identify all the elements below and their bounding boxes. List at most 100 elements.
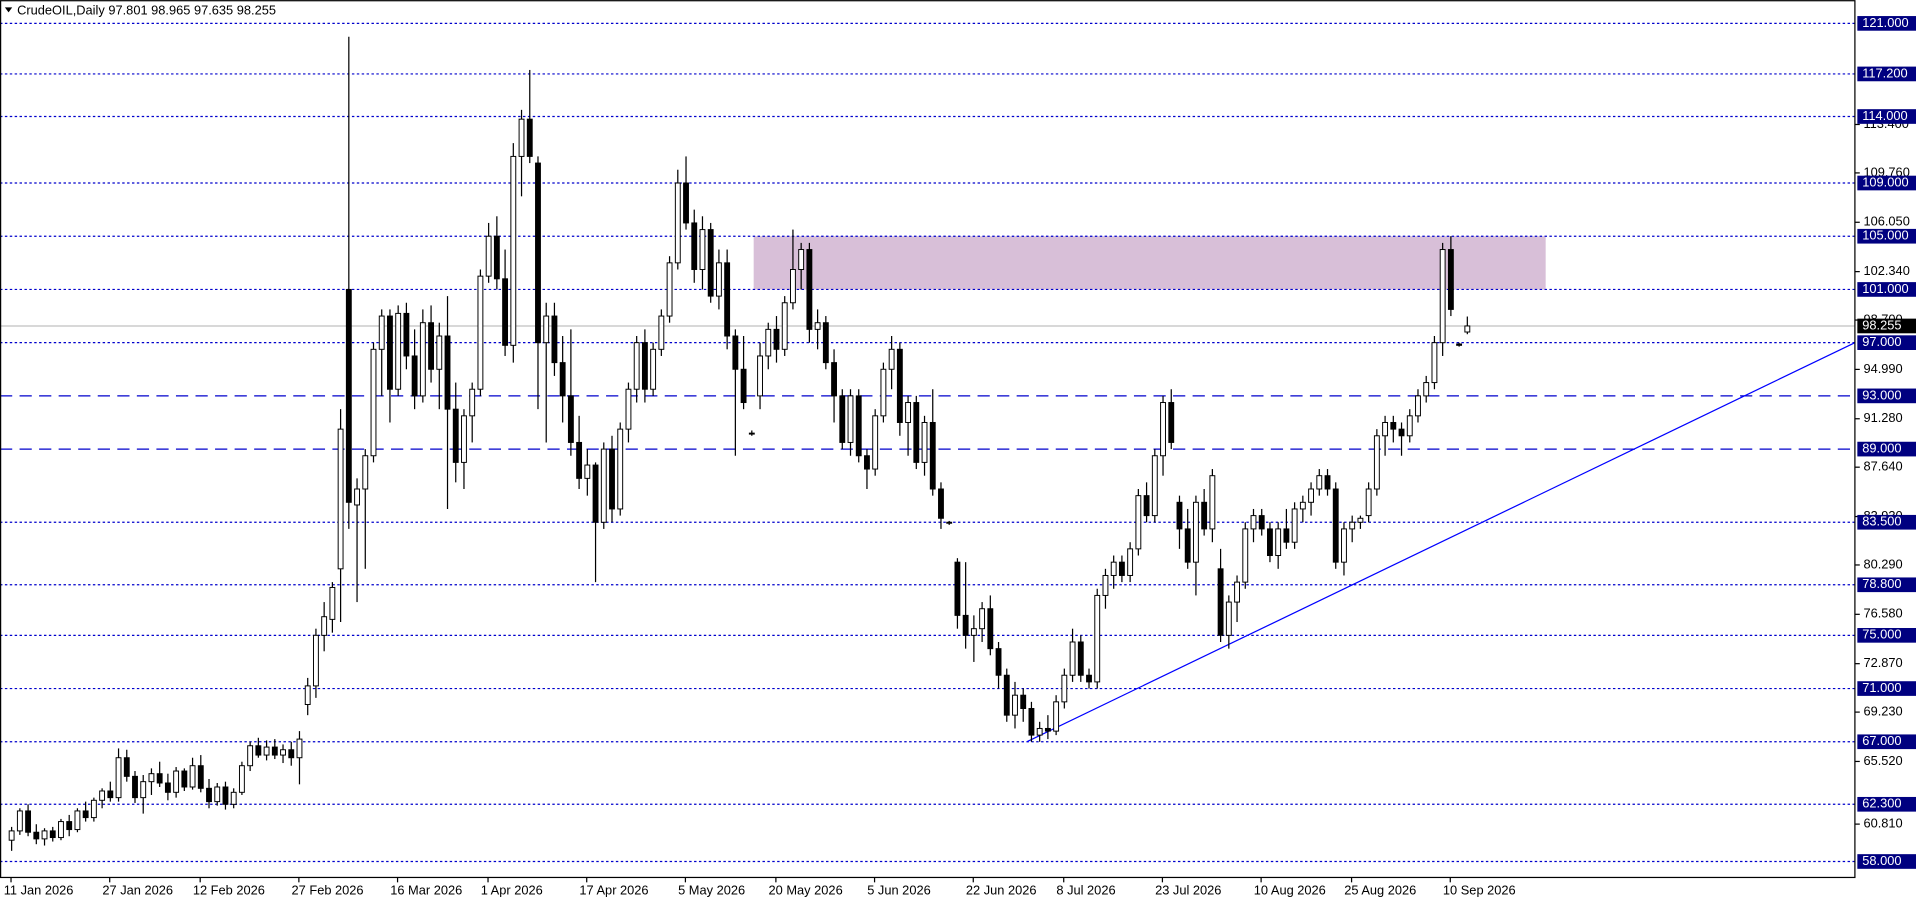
y-tick-label: 94.990: [1863, 361, 1902, 376]
candle-body: [1102, 574, 1109, 596]
candle-body: [16, 810, 23, 832]
candle-body: [288, 749, 295, 759]
candle-body: [493, 235, 500, 280]
candle-body: [1447, 249, 1454, 310]
candle-body: [1020, 694, 1027, 709]
candle-body: [1160, 402, 1166, 457]
candle-body: [263, 746, 270, 756]
candle-body: [1143, 495, 1150, 517]
candle-body: [798, 249, 805, 270]
candle-body: [1012, 694, 1018, 716]
candle-body: [255, 745, 262, 756]
current-price-label: 98.255: [1862, 317, 1901, 332]
y-tick-label: 76.580: [1863, 606, 1902, 621]
level-label-box: [1857, 282, 1916, 297]
candle-body: [1423, 382, 1430, 397]
candle-body: [1357, 517, 1364, 523]
y-tick-label: 72.870: [1863, 655, 1902, 670]
x-tick-label: 27 Jan 2026: [102, 882, 173, 897]
x-tick-label: 23 Jul 2026: [1155, 882, 1221, 897]
x-tick-label: 8 Jul 2026: [1056, 882, 1115, 897]
candle-body: [518, 118, 525, 157]
candle-body: [132, 775, 138, 799]
level-label: 71.000: [1862, 680, 1901, 695]
candle-body: [559, 362, 566, 397]
level-label-box: [1857, 854, 1916, 869]
title-arrow: [4, 7, 13, 13]
candle-body: [452, 408, 459, 463]
candle-body: [49, 830, 56, 839]
candle-body: [954, 561, 961, 616]
candle-body: [510, 155, 517, 346]
candle-body: [1061, 674, 1068, 703]
candle-body: [337, 428, 344, 570]
candle-body: [576, 441, 583, 479]
level-label: 114.000: [1862, 108, 1907, 123]
candle-body: [1184, 528, 1191, 563]
candle-body: [1365, 488, 1372, 517]
candle-body: [625, 388, 632, 430]
candle-body: [74, 810, 81, 831]
candle-body: [699, 229, 706, 270]
candle-body: [378, 315, 385, 350]
candle-body: [477, 275, 484, 390]
level-label-box: [1857, 514, 1916, 530]
candle-body: [107, 790, 114, 799]
candle-body: [1225, 601, 1232, 636]
candle-body: [1094, 594, 1101, 683]
current-price-box: [1857, 318, 1916, 334]
candle-body: [197, 765, 204, 789]
candle-body: [543, 315, 550, 344]
candle-body: [929, 421, 936, 490]
candle-body: [724, 262, 731, 337]
candle-body: [674, 182, 681, 264]
candle-body: [732, 335, 739, 370]
candle-body: [658, 315, 665, 350]
y-tick-label: 65.520: [1863, 753, 1902, 768]
candle-body: [58, 821, 64, 839]
candle-body: [1283, 528, 1290, 543]
y-tick-label: 80.290: [1863, 556, 1902, 571]
candle-body: [707, 229, 714, 297]
candle-body: [1258, 515, 1265, 530]
candle-body: [362, 455, 369, 490]
candle-body: [1464, 325, 1471, 333]
candle-body: [485, 235, 492, 277]
candle-body: [66, 821, 73, 831]
candle-body: [1086, 674, 1092, 683]
candle-body: [1291, 508, 1298, 543]
candle-body: [1382, 421, 1389, 437]
candle-body: [1003, 674, 1010, 716]
candle-body: [535, 162, 541, 344]
candle-body: [600, 448, 607, 523]
candle-body: [181, 770, 188, 788]
candle-body: [1332, 488, 1339, 563]
candle-body: [1127, 548, 1134, 576]
zone: [753, 236, 1546, 290]
candle-body: [304, 685, 311, 706]
candle-body: [864, 455, 870, 470]
candle-body: [683, 182, 689, 224]
candle-body: [995, 648, 1002, 676]
candle-body: [419, 322, 426, 397]
level-label: 78.800: [1862, 576, 1901, 591]
candle-body: [1036, 727, 1043, 736]
candle-body: [115, 757, 122, 799]
candle-body: [370, 348, 377, 457]
level-label: 62.300: [1862, 796, 1901, 811]
x-tick-label: 11 Jan 2026: [4, 882, 74, 897]
level-label-box: [1857, 681, 1916, 696]
candle-body: [123, 757, 130, 777]
candle-body: [8, 830, 15, 841]
candle-body: [987, 608, 994, 650]
candle-body: [1234, 581, 1240, 603]
candle-body: [740, 368, 747, 404]
candle-body: [164, 782, 171, 793]
candle-body: [461, 415, 467, 463]
candle-body: [1176, 501, 1183, 530]
candle-body: [1028, 708, 1035, 736]
candle-body: [913, 402, 920, 463]
candle-body: [403, 312, 410, 357]
candle-body: [387, 315, 393, 390]
